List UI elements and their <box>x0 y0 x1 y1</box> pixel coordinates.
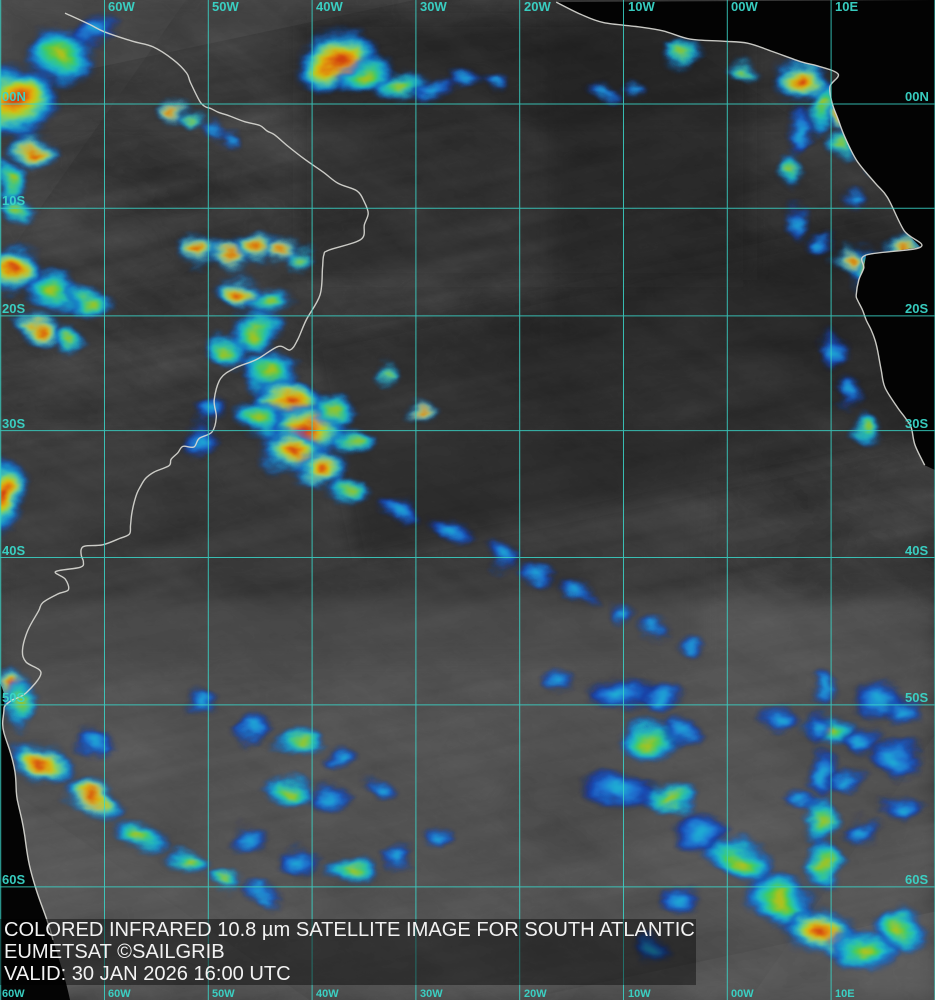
svg-text:30W: 30W <box>420 0 447 14</box>
svg-text:50W: 50W <box>212 988 235 1000</box>
svg-text:60W: 60W <box>2 988 25 1000</box>
svg-text:00W: 00W <box>731 988 754 1000</box>
svg-text:EUMETSAT ©SAILGRIB: EUMETSAT ©SAILGRIB <box>4 941 225 963</box>
svg-text:20S: 20S <box>905 301 928 316</box>
svg-text:VALID: 30 JAN 2026 16:00 UTC: VALID: 30 JAN 2026 16:00 UTC <box>4 963 291 985</box>
svg-text:50S: 50S <box>905 690 928 705</box>
svg-text:30S: 30S <box>2 416 25 431</box>
svg-text:40W: 40W <box>316 988 339 1000</box>
svg-text:10W: 10W <box>628 988 651 1000</box>
svg-text:40W: 40W <box>316 0 343 14</box>
svg-text:10E: 10E <box>835 0 858 14</box>
svg-text:60W: 60W <box>108 0 135 14</box>
svg-text:40S: 40S <box>905 543 928 558</box>
svg-text:10E: 10E <box>835 988 855 1000</box>
svg-text:20W: 20W <box>524 0 551 14</box>
svg-text:60S: 60S <box>905 872 928 887</box>
svg-text:00N: 00N <box>905 89 929 104</box>
svg-text:30S: 30S <box>905 416 928 431</box>
svg-text:60W: 60W <box>108 988 131 1000</box>
svg-text:60S: 60S <box>2 872 25 887</box>
svg-text:00N: 00N <box>2 89 26 104</box>
svg-text:20S: 20S <box>2 301 25 316</box>
svg-text:40S: 40S <box>2 543 25 558</box>
svg-text:00W: 00W <box>731 0 758 14</box>
svg-text:20W: 20W <box>524 988 547 1000</box>
svg-text:50S: 50S <box>2 690 25 705</box>
svg-text:10W: 10W <box>628 0 655 14</box>
svg-text:COLORED INFRARED 10.8 µm SATEL: COLORED INFRARED 10.8 µm SATELLITE IMAGE… <box>4 919 695 941</box>
svg-text:10S: 10S <box>2 193 25 208</box>
svg-text:50W: 50W <box>212 0 239 14</box>
svg-text:30W: 30W <box>420 988 443 1000</box>
